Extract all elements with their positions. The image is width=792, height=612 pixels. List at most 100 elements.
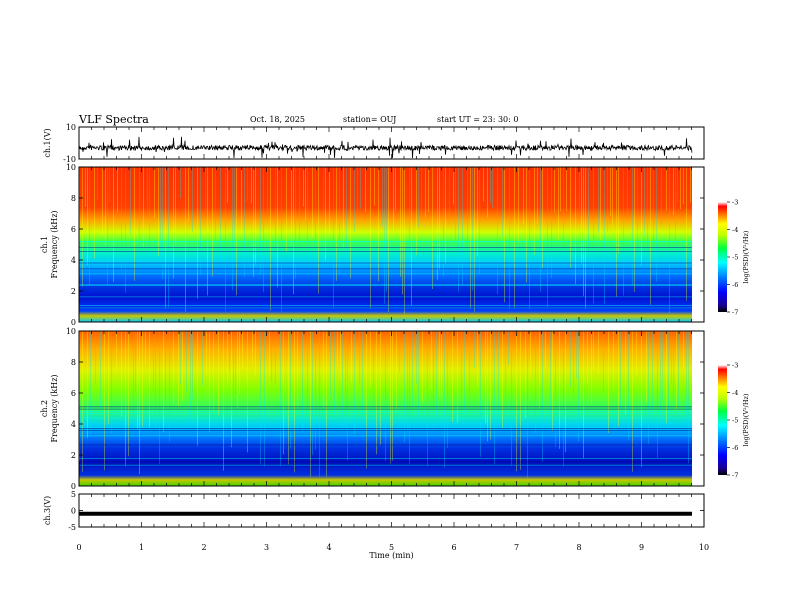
ch1-streak: [656, 167, 657, 282]
ch1-streak: [509, 167, 510, 310]
ch2-streak: [657, 331, 658, 458]
ch2-streak: [100, 331, 101, 408]
ch2-streak: [235, 331, 236, 418]
ch1-streak: [529, 167, 530, 310]
ch1-streak: [97, 167, 98, 200]
ch1-streak: [329, 167, 330, 236]
ch1-streak: [251, 167, 252, 204]
ch2-streak: [422, 331, 423, 403]
header-date: Oct. 18, 2025: [250, 115, 305, 124]
ch2-streak: [525, 331, 526, 418]
ch1-streak: [215, 167, 216, 240]
ch2-streak: [330, 331, 331, 396]
ch1-streak: [540, 167, 541, 292]
ch2-streak: [260, 331, 261, 464]
ch1-streak: [618, 167, 619, 254]
ch2-colorbar: [718, 365, 727, 475]
ch2-streak: [163, 331, 164, 433]
ch2-streak: [576, 331, 577, 379]
ch2-streak: [351, 331, 352, 383]
ch2-streak: [666, 331, 667, 423]
panel1-ylabel: ch.1(V): [43, 128, 52, 157]
ch2-streak: [169, 331, 170, 442]
ch1-streak: [318, 167, 319, 294]
ch1-streak: [325, 167, 326, 261]
ch1-streak: [593, 167, 594, 304]
ch1-streak: [560, 167, 561, 212]
ch1-streak: [117, 167, 118, 213]
ch1-streak: [281, 167, 282, 313]
ch1-streak: [455, 167, 456, 244]
ch1-streak: [357, 167, 358, 217]
ch2-streak: [390, 331, 391, 464]
panel1-ytick-label: -10: [63, 155, 76, 164]
ch1-streak: [299, 167, 300, 260]
header-start-time: start UT = 23: 30: 0: [437, 115, 519, 124]
ch2-streak: [452, 331, 453, 422]
ch2-streak: [370, 331, 371, 387]
ch2-streak: [242, 331, 243, 370]
ch2-streak: [508, 331, 509, 365]
ch1-colorbar-label: log(PSD)(V²/Hz): [742, 230, 750, 283]
ch1-streak: [89, 167, 90, 286]
ch1-streak: [121, 167, 122, 270]
ch2-streak: [502, 331, 503, 428]
ch2-streak: [202, 331, 203, 386]
ch2-streak: [603, 331, 604, 393]
ch2-colorbar-tick-label: -5: [732, 417, 738, 425]
ch1-streak: [425, 167, 426, 218]
ch2-streak: [632, 331, 633, 472]
ch1-streak: [267, 167, 268, 212]
ch1-streak: [139, 167, 140, 256]
ch1-streak: [365, 167, 366, 212]
ch2-streak: [310, 331, 311, 477]
ch1-streak: [563, 167, 564, 247]
ch1-streak: [205, 167, 206, 211]
ch2-streak: [688, 331, 689, 464]
ch1-streak: [130, 167, 131, 235]
ch2-streak: [342, 331, 343, 431]
ch1-streak: [458, 167, 459, 292]
ch1-streak: [650, 167, 651, 305]
ch1-streak: [523, 167, 524, 225]
ch1-streak: [312, 167, 313, 238]
ch1-streak: [537, 167, 538, 224]
ch1-streak: [339, 167, 340, 275]
ch1-streak: [416, 167, 417, 255]
ch2-colorbar-tick-label: -7: [732, 472, 738, 480]
ch2-streak: [347, 331, 348, 461]
ch2-streak: [380, 331, 381, 445]
ch1-streak: [227, 167, 228, 203]
ch2-streak: [641, 331, 642, 467]
ch1-streak: [542, 167, 543, 269]
panel3-ytick-label: 10: [66, 327, 76, 336]
ch1-streak: [255, 167, 256, 265]
ch1-streak: [443, 167, 444, 277]
ch1-streak: [518, 167, 519, 243]
ch1-streak: [504, 167, 505, 303]
ch2-streak: [520, 331, 521, 470]
ch1-streak: [232, 167, 233, 291]
ch2-spectrogram: [79, 331, 692, 486]
ch1-streak: [487, 167, 488, 218]
ch1-streak: [666, 167, 667, 211]
ch1-streak: [360, 167, 361, 209]
ch2-colorbar-tick-label: -6: [732, 444, 738, 452]
ch1-streak: [686, 167, 687, 301]
ch2-streak: [598, 331, 599, 374]
panel3-ylabel-frequency: Frequency (kHz): [50, 374, 59, 442]
panel2-ylabel-channel: ch.1: [40, 236, 49, 253]
ch2-streak: [362, 331, 363, 414]
ch2-streak: [255, 331, 256, 375]
ch2-streak: [587, 331, 588, 384]
ch2-streak: [218, 331, 219, 415]
ch1-streak: [439, 167, 440, 270]
ch2-streak: [294, 331, 295, 473]
ch2-streak: [190, 331, 191, 426]
ch1-streak: [395, 167, 396, 211]
ch2-streak: [555, 331, 556, 447]
ch2-streak: [461, 331, 462, 415]
ch1-streak: [253, 167, 254, 277]
ch2-streak: [439, 331, 440, 398]
ch2-streak: [433, 331, 434, 431]
